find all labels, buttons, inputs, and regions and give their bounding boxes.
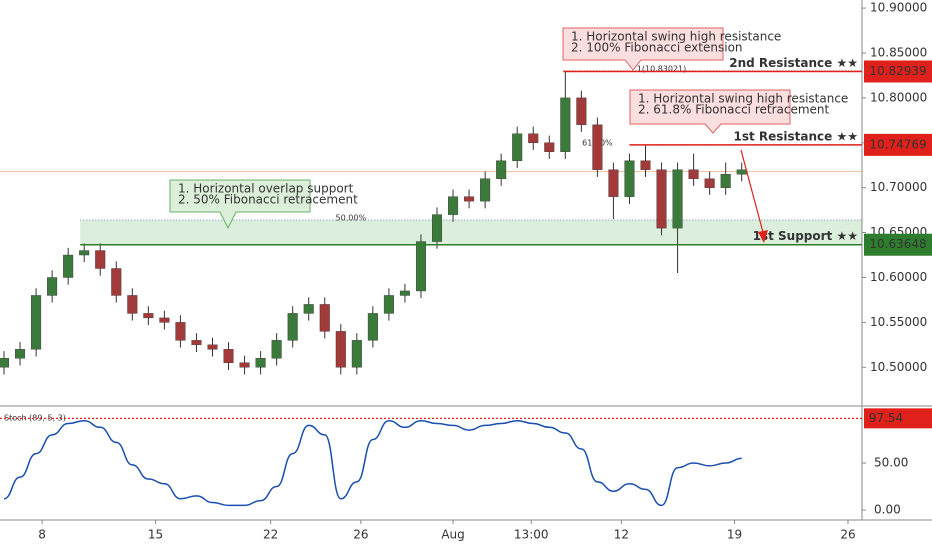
- callout-box: [169, 179, 311, 230]
- callout-text: 2. 50% Fibonacci retracement: [178, 193, 358, 207]
- candle-body: [95, 250, 106, 269]
- candle-body: [79, 250, 90, 256]
- candle-body: [239, 362, 250, 368]
- callout-box: [562, 27, 724, 71]
- candle-body: [608, 169, 619, 197]
- level-name: 1st Support ★★: [753, 229, 858, 243]
- arrow-head: [758, 230, 768, 243]
- candle-body: [319, 304, 330, 332]
- stoch-level-label: 97.54: [869, 411, 903, 425]
- candle-body: [528, 133, 539, 143]
- candle-body: [560, 97, 571, 152]
- level-tag-label: 10.74769: [869, 137, 926, 151]
- candle-body: [175, 322, 186, 341]
- candle-body: [672, 169, 683, 229]
- stoch-level-tag: [864, 408, 932, 429]
- candle-body: [512, 133, 523, 161]
- level-name: 2nd Resistance ★★: [729, 56, 858, 70]
- candle-body: [592, 124, 603, 170]
- candle-body: [255, 358, 266, 368]
- candle-body: [31, 295, 42, 350]
- callout-box: [629, 89, 791, 134]
- stoch-tick-label: 50.00: [874, 456, 908, 470]
- candle-body: [335, 331, 346, 368]
- stoch-label: Stoch (89, 5, 3): [4, 414, 66, 423]
- candle-body: [496, 160, 507, 179]
- fib-label: 1(10.83021): [637, 64, 687, 73]
- candle-body: [688, 169, 699, 179]
- level-tag: [864, 60, 932, 83]
- x-tick-label: 15: [148, 528, 163, 542]
- support-zone: [80, 220, 863, 245]
- y-tick-label: 10.90000: [870, 1, 927, 15]
- candle-body: [480, 178, 491, 202]
- candle-body: [351, 340, 362, 368]
- stoch-line: [3, 419, 742, 507]
- callout-text: 1. Horizontal swing high resistance: [571, 30, 781, 44]
- y-tick-label: 10.85000: [870, 45, 927, 59]
- y-tick-label: 10.80000: [870, 90, 927, 104]
- candle-body: [720, 174, 731, 188]
- candle-body: [143, 313, 154, 319]
- candle-body: [704, 178, 715, 188]
- level-tag: [864, 133, 932, 156]
- level-tag-label: 10.82939: [869, 64, 926, 78]
- candle-body: [159, 317, 170, 323]
- level-tag-label: 10.63648: [869, 237, 926, 251]
- fib-label: 50.00%: [336, 214, 367, 223]
- y-tick-label: 10.50000: [870, 360, 927, 374]
- x-tick-label: 13:00: [514, 528, 549, 542]
- callout-text: 1. Horizontal overlap support: [178, 182, 354, 196]
- x-tick-label: 22: [263, 528, 278, 542]
- candle-body: [63, 254, 74, 278]
- candle-body: [303, 304, 314, 314]
- callout-text: 2. 100% Fibonacci extension: [571, 41, 743, 55]
- candle-body: [448, 196, 459, 215]
- candle-body: [0, 358, 10, 368]
- stoch-tick-label: 0.00: [874, 503, 901, 517]
- candle-body: [624, 160, 635, 197]
- x-tick-label: Aug: [441, 528, 464, 542]
- candle-body: [367, 313, 378, 341]
- callout-text: 2. 61.8% Fibonacci retracement: [638, 103, 830, 117]
- candle-body: [223, 349, 234, 363]
- arrow-line: [740, 149, 765, 237]
- candle-body: [464, 196, 475, 202]
- candle-body: [191, 340, 202, 346]
- candle-body: [383, 295, 394, 314]
- x-tick-label: 26: [353, 528, 368, 542]
- candle-body: [47, 277, 58, 296]
- y-tick-label: 10.60000: [870, 270, 927, 284]
- x-tick-label: 8: [38, 528, 46, 542]
- level-tag: [864, 233, 932, 256]
- candle-body: [287, 313, 298, 341]
- candle-body: [736, 169, 747, 175]
- candle-body: [111, 268, 122, 296]
- callout-text: 1. Horizontal swing high resistance: [638, 92, 848, 106]
- x-tick-label: 26: [840, 528, 855, 542]
- candle-body: [207, 344, 218, 350]
- y-tick-label: 10.70000: [870, 180, 927, 194]
- candle-body: [640, 160, 651, 170]
- x-tick-label: 19: [727, 528, 742, 542]
- x-tick-label: 12: [614, 528, 629, 542]
- candle-body: [127, 295, 138, 314]
- candle-body: [656, 169, 667, 229]
- candle-body: [415, 241, 426, 292]
- y-tick-label: 10.55000: [870, 315, 927, 329]
- candle-body: [576, 97, 587, 126]
- candle-body: [432, 214, 443, 242]
- candle-body: [399, 290, 410, 296]
- level-name: 1st Resistance ★★: [733, 129, 858, 143]
- candle-body: [544, 142, 555, 152]
- candle-body: [271, 340, 282, 359]
- candle-body: [15, 349, 26, 359]
